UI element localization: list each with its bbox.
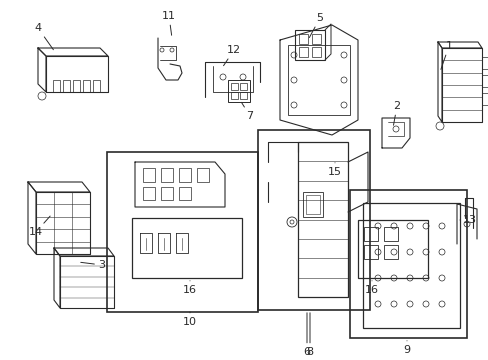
Bar bbox=[383, 227, 397, 241]
Text: 15: 15 bbox=[327, 163, 341, 177]
Bar bbox=[83, 80, 90, 92]
Text: 16: 16 bbox=[183, 281, 197, 295]
Bar bbox=[142, 168, 155, 182]
Bar bbox=[230, 92, 238, 99]
Bar bbox=[311, 47, 320, 57]
Bar bbox=[383, 245, 397, 259]
Bar bbox=[230, 83, 238, 90]
Bar bbox=[363, 245, 377, 259]
Bar bbox=[227, 80, 249, 102]
Bar bbox=[481, 57, 487, 69]
Bar bbox=[258, 130, 369, 310]
Bar bbox=[132, 218, 242, 278]
Text: 1: 1 bbox=[440, 41, 451, 69]
Bar bbox=[73, 80, 80, 92]
Bar bbox=[311, 34, 320, 44]
Bar bbox=[357, 220, 427, 278]
Text: 8: 8 bbox=[306, 313, 313, 357]
Bar bbox=[363, 227, 377, 241]
Bar bbox=[481, 75, 487, 87]
Bar bbox=[294, 30, 325, 60]
Bar bbox=[297, 142, 347, 297]
Bar bbox=[481, 93, 487, 105]
Text: 3: 3 bbox=[81, 260, 105, 270]
Bar bbox=[240, 92, 246, 99]
Text: 14: 14 bbox=[29, 216, 50, 237]
Bar bbox=[362, 203, 459, 328]
Bar bbox=[63, 80, 70, 92]
Text: 16: 16 bbox=[364, 281, 378, 295]
Text: 7: 7 bbox=[241, 102, 253, 121]
Bar bbox=[287, 45, 349, 115]
Bar bbox=[179, 168, 191, 182]
Bar bbox=[107, 152, 258, 312]
Bar bbox=[53, 80, 60, 92]
Bar bbox=[298, 47, 307, 57]
Bar bbox=[161, 187, 173, 200]
Bar bbox=[240, 83, 246, 90]
Text: 12: 12 bbox=[223, 45, 241, 66]
Bar bbox=[303, 192, 323, 217]
Bar bbox=[142, 187, 155, 200]
Bar bbox=[349, 190, 466, 338]
Text: 4: 4 bbox=[34, 23, 53, 50]
Text: 10: 10 bbox=[183, 312, 197, 327]
Bar bbox=[93, 80, 100, 92]
Bar bbox=[179, 187, 191, 200]
Text: 6: 6 bbox=[303, 313, 310, 357]
Text: 13: 13 bbox=[459, 215, 476, 225]
Bar bbox=[298, 34, 307, 44]
Text: 5: 5 bbox=[309, 13, 323, 37]
Text: 9: 9 bbox=[403, 341, 410, 355]
Text: 2: 2 bbox=[393, 101, 400, 125]
Bar bbox=[305, 195, 319, 214]
Bar bbox=[161, 168, 173, 182]
Bar bbox=[197, 168, 208, 182]
Text: 11: 11 bbox=[162, 11, 176, 35]
